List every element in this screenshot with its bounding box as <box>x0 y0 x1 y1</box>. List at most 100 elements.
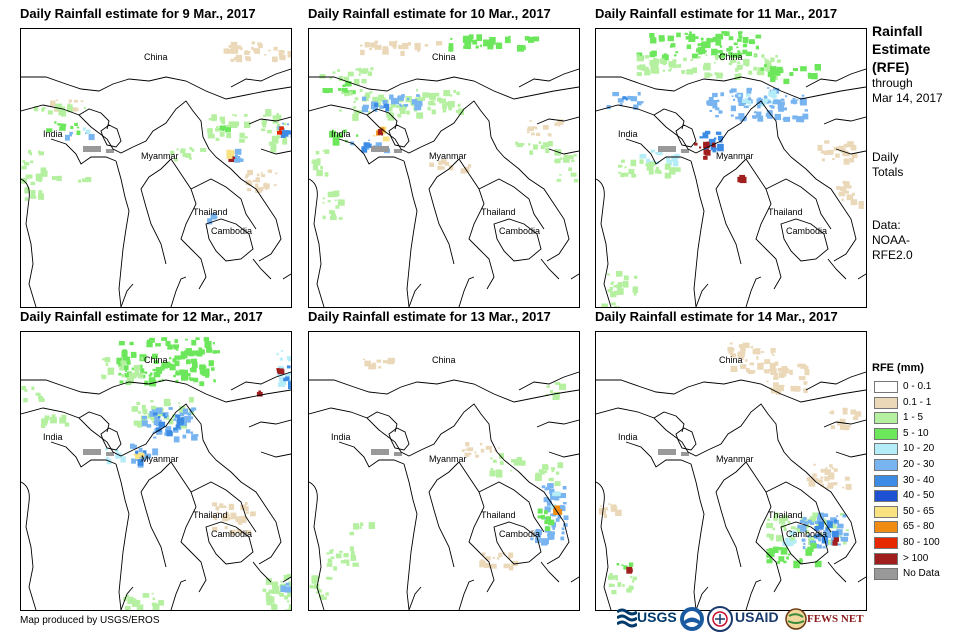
country-label-india: India <box>331 432 351 442</box>
rain-patch <box>526 119 564 137</box>
legend-label: 1 - 5 <box>903 412 924 424</box>
boundary-line <box>780 521 829 565</box>
rain-patch <box>626 566 633 574</box>
boundary-line <box>230 371 291 391</box>
rain-patch <box>737 90 777 108</box>
rain-patch <box>836 180 864 209</box>
country-label-china: China <box>144 52 168 62</box>
noaa-logo <box>679 604 705 634</box>
rain-patch <box>52 175 92 183</box>
map-frame: China India Myanmar Thailand Cambodia <box>308 28 580 308</box>
boundary-line <box>408 283 422 307</box>
country-label-myanmar: Myanmar <box>429 454 467 464</box>
legend-swatch <box>874 381 898 393</box>
legend-swatch <box>874 536 898 549</box>
no-data-patch <box>106 149 114 153</box>
panel-title: Daily Rainfall estimate for 13 Mar., 201… <box>308 309 551 324</box>
rain-patch <box>545 382 566 400</box>
boundary-line <box>403 160 418 307</box>
legend-title: RFE (mm) <box>872 362 924 374</box>
legend-swatch <box>874 552 898 565</box>
rain-patch <box>207 213 218 225</box>
rainfall-map <box>309 34 579 307</box>
legend-label: 30 - 40 <box>903 474 935 486</box>
country-label-cambodia: Cambodia <box>211 226 253 236</box>
legend-item: No Data <box>872 567 964 583</box>
boundary-line <box>132 403 217 461</box>
boundary-line <box>707 100 792 158</box>
boundary-line <box>518 68 579 88</box>
side-heading-2: Estimate <box>872 41 931 57</box>
boundary-line <box>230 68 291 88</box>
rain-patch <box>46 121 81 136</box>
side-daily: Daily <box>872 150 899 164</box>
legend-label: 0 - 0.1 <box>903 381 932 392</box>
rain-patch <box>360 40 443 56</box>
boundary-line <box>493 218 542 262</box>
rain-patch <box>479 552 519 571</box>
boundary-line <box>765 481 832 533</box>
rain-patch <box>377 129 384 136</box>
rain-patch <box>133 452 145 460</box>
country-label-thailand: Thailand <box>481 207 516 217</box>
boundary-line <box>548 451 579 458</box>
legend-item: 10 - 20 <box>872 442 964 458</box>
boundary-line <box>540 561 560 583</box>
rain-patch <box>817 140 858 165</box>
boundary-line <box>428 158 460 265</box>
legend-label: No Data <box>903 568 940 580</box>
panel-11-mar: Daily Rainfall estimate for 11 Mar., 201… <box>595 6 885 308</box>
boundary-line <box>827 561 847 583</box>
rain-patch <box>123 592 164 610</box>
boundary-line <box>625 138 692 165</box>
country-label-cambodia: Cambodia <box>499 529 541 539</box>
rain-patch <box>361 142 372 153</box>
legend-label: 0.1 - 1 <box>903 396 932 408</box>
boundary-line <box>170 579 187 610</box>
boundary-line <box>428 461 460 568</box>
boundary-line <box>190 178 257 230</box>
map-frame: China India Myanmar Thailand Cambodia <box>595 28 867 308</box>
panel-title: Daily Rainfall estimate for 10 Mar., 201… <box>308 6 551 21</box>
boundary-line <box>625 441 692 468</box>
rain-patch <box>319 67 374 86</box>
rain-patch <box>553 505 563 515</box>
rain-patch <box>760 64 821 85</box>
panel-title: Daily Rainfall estimate for 11 Mar., 201… <box>595 6 838 21</box>
boundary-line <box>690 160 705 307</box>
boundary-line <box>715 461 747 568</box>
legend-item: 5 - 10 <box>872 427 964 443</box>
boundary-line <box>248 419 291 428</box>
boundary-line <box>309 481 325 610</box>
boundary-line <box>805 371 866 391</box>
boundary-line <box>570 576 579 583</box>
boundary-line <box>190 481 257 533</box>
boundary-line <box>518 371 579 391</box>
boundary-line <box>248 116 291 125</box>
boundary-line <box>388 427 410 451</box>
map-frame: China India Myanmar Thailand Cambodia <box>308 331 580 611</box>
rain-patch <box>33 103 86 117</box>
boundary-line <box>408 586 422 610</box>
country-label-myanmar: Myanmar <box>716 454 754 464</box>
legend-item: 50 - 65 <box>872 505 964 521</box>
rain-patch <box>806 463 852 490</box>
boundary-line <box>458 158 495 290</box>
boundary-line <box>100 124 122 148</box>
rain-patch <box>535 462 564 487</box>
legend-label: 40 - 50 <box>903 490 935 502</box>
country-label-thailand: Thailand <box>481 510 516 520</box>
country-label-thailand: Thailand <box>193 207 228 217</box>
panel-12-mar: Daily Rainfall estimate for 12 Mar., 201… <box>20 309 310 611</box>
legend-swatch <box>874 412 898 425</box>
rain-patch <box>699 130 724 153</box>
side-date: Mar 14, 2017 <box>872 91 943 105</box>
boundary-line <box>503 156 570 262</box>
boundary-line <box>260 148 291 155</box>
boundary-line <box>205 521 254 565</box>
legend-item: 30 - 40 <box>872 474 964 490</box>
legend-swatch <box>874 568 898 581</box>
boundary-line <box>695 283 709 307</box>
no-data-patch <box>681 149 689 153</box>
panel-13-mar: Daily Rainfall estimate for 13 Mar., 201… <box>308 309 598 611</box>
